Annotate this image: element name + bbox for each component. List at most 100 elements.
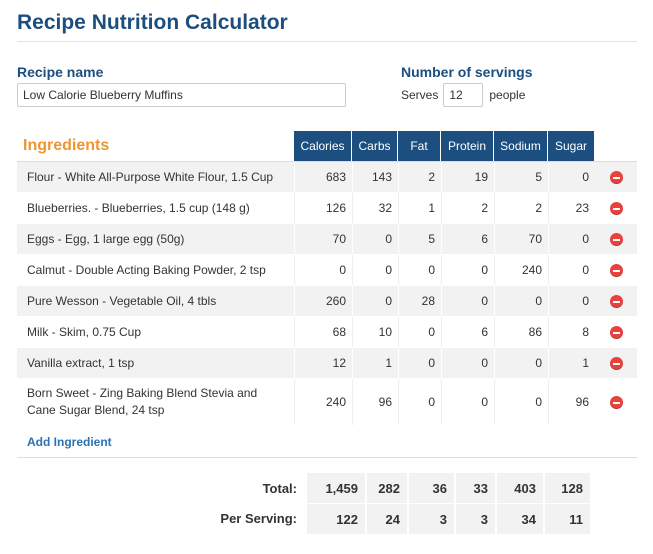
remove-ingredient-icon[interactable] [610, 264, 623, 277]
column-header-protein: Protein [441, 131, 493, 161]
ingredient-calories-value: 683 [294, 162, 352, 192]
ingredient-protein-value: 0 [441, 379, 494, 425]
ingredient-row: Eggs - Egg, 1 large egg (50g) 70 0 5 6 70 0 [17, 224, 637, 255]
per-serving-sodium-value: 34 [497, 504, 543, 534]
ingredient-sodium-value: 86 [494, 317, 548, 347]
ingredient-calories-value: 240 [294, 379, 352, 425]
servings-input[interactable] [443, 83, 484, 107]
ingredient-sodium-value: 240 [494, 255, 548, 285]
serves-prefix: Serves [401, 88, 439, 102]
ingredient-sugar-value: 8 [548, 317, 595, 347]
ingredient-protein-value: 0 [441, 348, 494, 378]
ingredient-protein-value: 6 [441, 224, 494, 254]
ingredient-sodium-value: 2 [494, 193, 548, 223]
ingredient-calories-value: 126 [294, 193, 352, 223]
column-header-fat: Fat [398, 131, 440, 161]
ingredient-sugar-value: 23 [548, 193, 595, 223]
ingredient-sugar-value: 96 [548, 379, 595, 425]
per-serving-fat-value: 3 [409, 504, 454, 534]
ingredient-fat-value: 5 [398, 224, 441, 254]
remove-ingredient-icon[interactable] [610, 326, 623, 339]
ingredient-name[interactable]: Flour - White All-Purpose White Flour, 1… [27, 169, 274, 184]
ingredient-row: Vanilla extract, 1 tsp 12 1 0 0 0 1 [17, 348, 637, 379]
ingredient-sodium-value: 0 [494, 379, 548, 425]
ingredient-name[interactable]: Calmut - Double Acting Baking Powder, 2 … [27, 262, 266, 277]
recipe-name-label: Recipe name [17, 64, 104, 80]
column-header-sugar: Sugar [548, 131, 594, 161]
serves-suffix: people [489, 88, 526, 102]
column-header-sodium: Sodium [494, 131, 547, 161]
ingredient-protein-value: 0 [441, 255, 494, 285]
ingredient-sugar-value: 0 [548, 286, 595, 316]
ingredient-calories-value: 68 [294, 317, 352, 347]
total-protein-value: 33 [456, 473, 495, 503]
remove-ingredient-icon[interactable] [610, 396, 623, 409]
ingredient-row: Flour - White All-Purpose White Flour, 1… [17, 162, 637, 193]
ingredient-fat-value: 0 [398, 255, 441, 285]
ingredient-name[interactable]: Blueberries. - Blueberries, 1.5 cup (148… [27, 200, 250, 215]
per-serving-protein-value: 3 [456, 504, 495, 534]
ingredient-sugar-value: 0 [548, 255, 595, 285]
column-header-carbs: Carbs [352, 131, 397, 161]
ingredient-fat-value: 1 [398, 193, 441, 223]
remove-ingredient-icon[interactable] [610, 171, 623, 184]
ingredients-heading: Ingredients [23, 137, 110, 154]
ingredient-name[interactable]: Born Sweet - Zing Baking Blend Stevia an… [27, 386, 258, 417]
ingredient-name[interactable]: Pure Wesson - Vegetable Oil, 4 tbls [27, 293, 217, 308]
column-header-calories: Calories [294, 131, 351, 161]
ingredient-name[interactable]: Milk - Skim, 0.75 Cup [27, 324, 142, 339]
ingredient-fat-value: 28 [398, 286, 441, 316]
ingredient-carbs-value: 0 [352, 286, 398, 316]
total-fat-value: 36 [409, 473, 454, 503]
remove-ingredient-icon[interactable] [610, 202, 623, 215]
ingredient-carbs-value: 10 [352, 317, 398, 347]
ingredient-calories-value: 12 [294, 348, 352, 378]
total-calories-value: 1,459 [307, 473, 365, 503]
ingredient-sodium-value: 0 [494, 348, 548, 378]
ingredient-name[interactable]: Eggs - Egg, 1 large egg (50g) [27, 231, 185, 246]
total-sugar-value: 128 [545, 473, 590, 503]
ingredient-sugar-value: 0 [548, 224, 595, 254]
add-ingredient-divider [17, 457, 637, 458]
per-serving-label: Per Serving: [220, 511, 297, 526]
ingredient-row: Calmut - Double Acting Baking Powder, 2 … [17, 255, 637, 286]
ingredient-fat-value: 0 [398, 379, 441, 425]
ingredient-sodium-value: 0 [494, 286, 548, 316]
ingredient-carbs-value: 0 [352, 224, 398, 254]
ingredient-protein-value: 6 [441, 317, 494, 347]
ingredient-row: Pure Wesson - Vegetable Oil, 4 tbls 260 0 2… [17, 286, 637, 317]
total-carbs-value: 282 [367, 473, 407, 503]
page-title: Recipe Nutrition Calculator [17, 11, 288, 34]
servings-row: Serves people [401, 83, 525, 107]
ingredient-row: Blueberries. - Blueberries, 1.5 cup (148… [17, 193, 637, 224]
ingredient-row: Born Sweet - Zing Baking Blend Stevia an… [17, 379, 637, 426]
servings-label: Number of servings [401, 64, 533, 80]
ingredient-sodium-value: 70 [494, 224, 548, 254]
ingredient-fat-value: 0 [398, 348, 441, 378]
ingredient-carbs-value: 96 [352, 379, 398, 425]
ingredient-sugar-value: 0 [548, 162, 595, 192]
ingredient-row: Milk - Skim, 0.75 Cup 68 10 0 6 86 8 [17, 317, 637, 348]
total-sodium-value: 403 [497, 473, 543, 503]
ingredient-carbs-value: 32 [352, 193, 398, 223]
ingredient-calories-value: 0 [294, 255, 352, 285]
remove-ingredient-icon[interactable] [610, 357, 623, 370]
remove-ingredient-icon[interactable] [610, 295, 623, 308]
add-ingredient-link[interactable]: Add Ingredient [27, 435, 112, 449]
title-divider [17, 41, 637, 42]
remove-ingredient-icon[interactable] [610, 233, 623, 246]
ingredient-carbs-value: 143 [352, 162, 398, 192]
per-serving-sugar-value: 11 [545, 504, 590, 534]
header-divider [17, 161, 637, 162]
ingredient-fat-value: 2 [398, 162, 441, 192]
per-serving-calories-value: 122 [307, 504, 365, 534]
per-serving-carbs-value: 24 [367, 504, 407, 534]
ingredient-fat-value: 0 [398, 317, 441, 347]
total-label: Total: [262, 481, 297, 496]
ingredient-calories-value: 260 [294, 286, 352, 316]
ingredient-name[interactable]: Vanilla extract, 1 tsp [27, 355, 135, 370]
recipe-name-input[interactable] [17, 83, 346, 107]
ingredient-protein-value: 0 [441, 286, 494, 316]
ingredient-carbs-value: 0 [352, 255, 398, 285]
ingredient-carbs-value: 1 [352, 348, 398, 378]
